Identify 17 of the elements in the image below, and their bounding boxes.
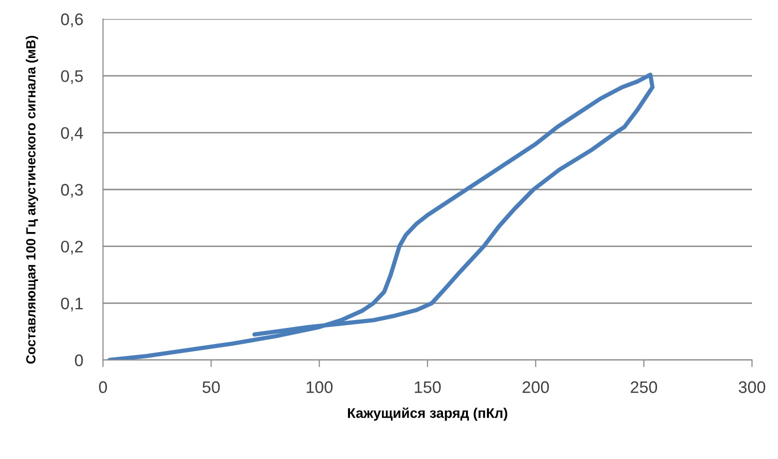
y-axis-title: Составляющая 100 Гц акустического сигнала (мВ)	[26, 36, 38, 364]
y-tick-label: 0,6	[61, 13, 83, 28]
y-tick-label: 0,3	[61, 184, 83, 198]
y-tick-label: 0,2	[61, 240, 83, 255]
y-tick-label: 0,5	[61, 70, 83, 84]
y-tick-label: 0,1	[61, 298, 83, 312]
y-tick-label: 0,4	[61, 127, 84, 141]
x-tick-label: 200	[522, 381, 549, 394]
x-axis-title: Кажущийся заряд (пКл)	[348, 407, 508, 421]
x-tick-label: 150	[414, 381, 441, 394]
x-tick-label: 100	[306, 381, 333, 394]
x-tick-label: 250	[630, 381, 658, 394]
x-tick-label: 50	[202, 381, 220, 394]
x-tick-label: 300	[738, 381, 766, 394]
x-tick-label: 0	[99, 381, 107, 394]
line-series	[107, 72, 655, 360]
y-tick-label: 0	[74, 354, 83, 366]
